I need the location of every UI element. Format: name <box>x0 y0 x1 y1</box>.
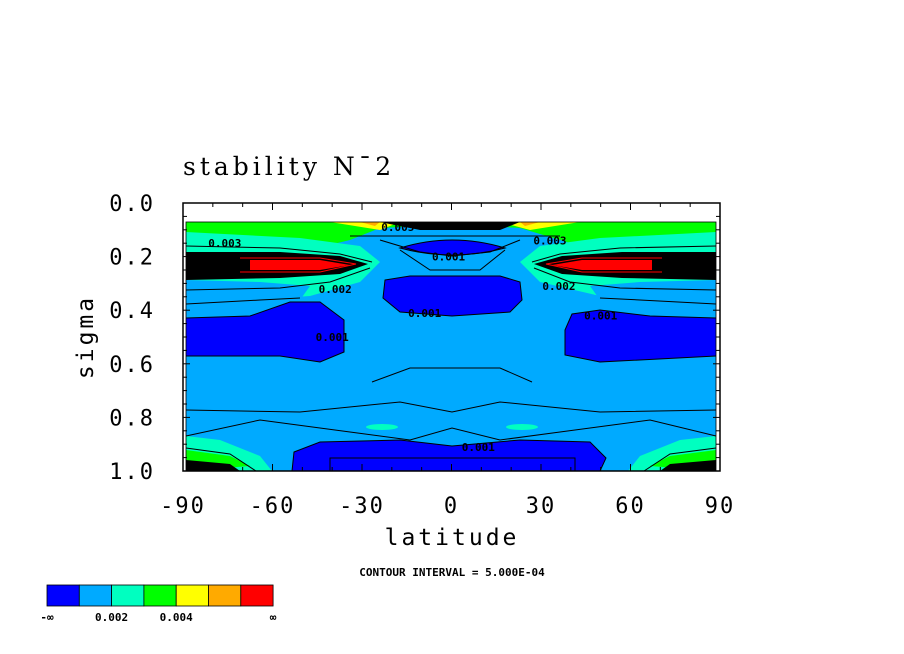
blue-cell-center <box>383 276 522 316</box>
chart-title: stability N¯2 <box>183 152 395 181</box>
contour-lines <box>185 235 717 471</box>
colorbar-label: ∞ <box>270 611 277 624</box>
top-dark-core <box>380 222 520 230</box>
x-tick-label: 90 <box>705 494 736 519</box>
y-tick-label: 0.8 <box>109 406 155 431</box>
x-axis-label: latitude <box>385 525 520 551</box>
contour-label: 0.001 <box>432 251 465 264</box>
colorbar-label: 0.002 <box>95 611 128 624</box>
upper-light-band <box>186 280 310 304</box>
blob-right <box>506 424 538 430</box>
contour-label: 0.001 <box>584 310 617 323</box>
colorbar-label: 0.004 <box>160 611 193 624</box>
colorbar-label: -∞ <box>40 611 54 624</box>
right-red-core <box>552 260 652 270</box>
contour-labels: 0.003 0.005 0.003 0.001 0.002 0.002 0.001 0.001… <box>208 221 617 454</box>
y-tick-label: 1.0 <box>109 460 155 485</box>
y-tick-label: 0.2 <box>109 246 155 271</box>
x-tick-label: 30 <box>526 494 557 519</box>
y-tick-labels: 0.0 0.2 0.4 0.6 0.8 1.0 <box>109 192 155 485</box>
contour-label: 0.001 <box>462 441 495 454</box>
red-contour-lines <box>240 257 662 273</box>
upper-light-band-right <box>590 280 716 304</box>
x-tick-label: -90 <box>160 494 206 519</box>
contour-label: 0.001 <box>316 331 349 344</box>
contour-label: 0.003 <box>208 237 241 250</box>
contour-fill <box>185 222 717 471</box>
left-red-core <box>250 260 350 270</box>
x-tick-label: -60 <box>250 494 296 519</box>
colorbar-swatch <box>143 584 177 607</box>
colorbar-swatch <box>46 584 80 607</box>
x-tick-labels: -90 -60 -30 0 30 60 90 <box>160 494 736 519</box>
colorbar-swatch <box>240 584 274 607</box>
contour-label: 0.002 <box>319 283 352 296</box>
blue-cell-bottom <box>292 440 606 471</box>
colorbar-swatch <box>111 584 145 607</box>
y-tick-label: 0.4 <box>109 299 155 324</box>
y-axis-label: sigma <box>73 295 99 379</box>
y-tick-label: 0.6 <box>109 353 155 378</box>
blue-cell-right <box>565 310 716 362</box>
x-tick-label: -30 <box>339 494 385 519</box>
y-tick-label: 0.0 <box>109 192 155 217</box>
colorbar-swatch <box>208 584 242 607</box>
colorbar-swatch <box>175 584 209 607</box>
contour-label: 0.002 <box>542 280 575 293</box>
colorbar-swatch <box>78 584 113 607</box>
axis-ticks <box>182 202 721 472</box>
x-tick-label: 0 <box>444 494 459 519</box>
colorbar <box>46 584 274 607</box>
contour-label: 0.003 <box>533 235 566 248</box>
bottom-left-dark <box>186 460 240 471</box>
contour-interval-note: CONTOUR INTERVAL = 5.000E-04 <box>359 566 545 579</box>
colorbar-labels: -∞ 0.002 0.004 ∞ <box>40 611 276 624</box>
blob-left <box>366 424 398 430</box>
contour-label: 0.005 <box>381 221 414 234</box>
blue-cell-top <box>400 240 505 255</box>
bottom-right-dark <box>660 460 716 471</box>
x-tick-label: 60 <box>615 494 646 519</box>
contour-label: 0.001 <box>408 307 441 320</box>
